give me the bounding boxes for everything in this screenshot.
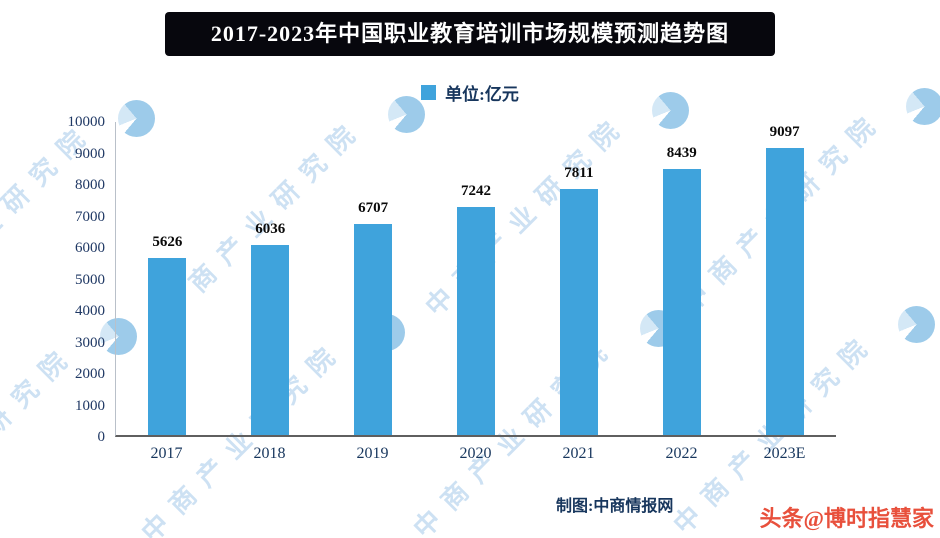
watermark-pie-logo-icon [898,306,935,343]
bar [559,188,598,435]
bar [765,148,804,435]
x-axis-tick-label: 2018 [253,445,286,462]
x-axis-tick-label: 2022 [665,445,698,462]
y-axis-tick-label: 5000 [75,271,105,288]
chart-title: 2017-2023年中国职业教育培训市场规模预测趋势图 [165,12,775,56]
bar [662,169,701,435]
y-axis-tick-label: 9000 [75,145,105,162]
bar-value-label: 6036 [255,220,286,237]
bar-column: 5626 [116,122,219,435]
x-axis: 2017 2018 2019 2020 2021 2022 2023E [115,445,836,463]
x-axis-tick-label: 2021 [562,445,595,462]
y-axis-tick-label: 7000 [75,208,105,225]
bar-column: 6036 [219,122,322,435]
bar-value-label: 8439 [666,145,697,162]
plot-area: 5626 6036 6707 7242 7811 8439 9097 [115,122,836,437]
legend: 单位:亿元 [0,80,940,105]
bar [148,257,187,435]
x-axis-tick-label: 2020 [459,445,492,462]
bar-chart: 0 1000 2000 3000 4000 5000 6000 7000 8000 9000 100… [60,112,890,492]
bar-value-label: 9097 [769,124,800,141]
legend-color-swatch [421,85,437,100]
bar [457,206,495,435]
byline-watermark: 头条@博时指慧家 [759,506,934,531]
chart-credit: 制图:中商情报网 [556,498,674,515]
bar-value-label: 5626 [152,233,183,250]
bar-value-label: 6707 [358,199,389,216]
y-axis-tick-label: 3000 [75,334,105,351]
bar-value-label: 7242 [461,182,491,199]
y-axis-tick-label: 1000 [75,397,105,414]
y-axis-tick-label: 4000 [75,303,105,319]
bar-column: 8439 [630,122,733,435]
bar [251,244,290,435]
y-axis-tick-label: 2000 [75,366,105,382]
y-axis-tick-label: 8000 [75,177,105,193]
bar-column: 7811 [527,122,630,435]
y-axis: 0 1000 2000 3000 4000 5000 6000 7000 8000 9000 100… [60,112,106,462]
y-axis-tick-label: 10000 [67,114,106,130]
bar-column: 6707 [322,122,425,435]
bar-column: 9097 [733,122,836,435]
y-axis-tick-label: 0 [97,429,106,445]
bar-column: 7242 [425,122,528,435]
bar-value-label: 7811 [564,164,594,181]
x-axis-tick-label: 2019 [356,445,389,462]
x-axis-tick-label: 2017 [150,445,183,462]
x-axis-tick-label: 2023E [763,445,806,462]
legend-label: 单位:亿元 [445,85,519,104]
bar [354,223,393,435]
y-axis-tick-label: 6000 [75,240,105,256]
